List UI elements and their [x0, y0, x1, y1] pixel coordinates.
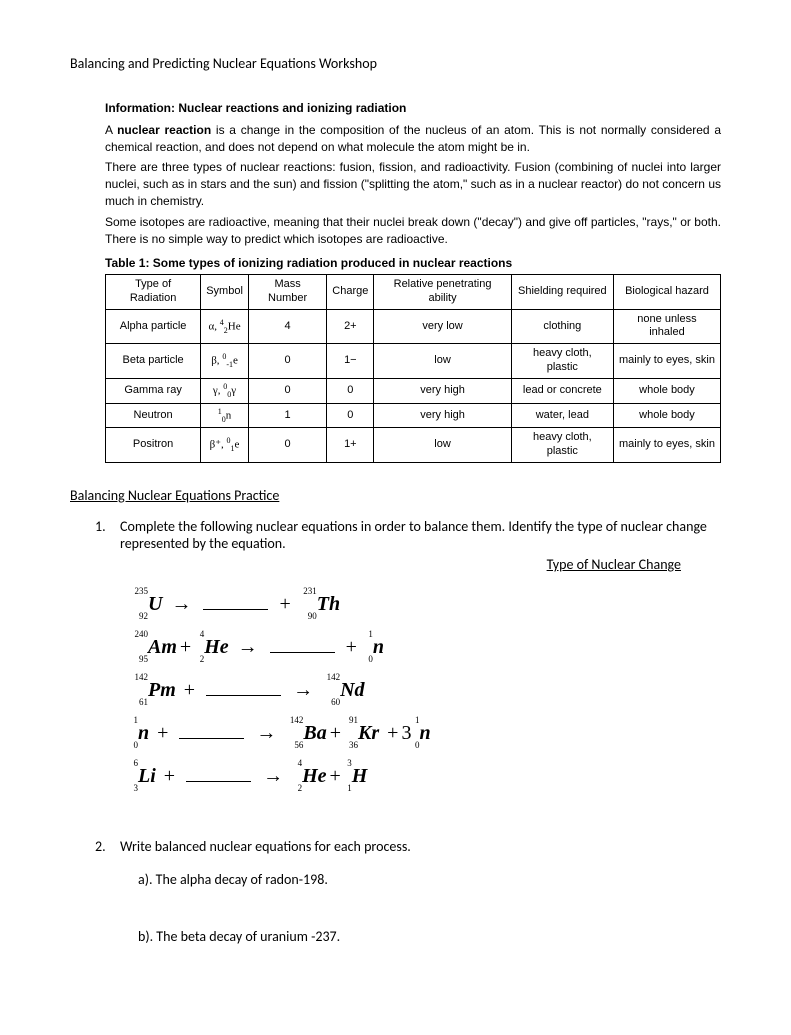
th-pen: Relative penetrating ability [374, 275, 511, 310]
info-p1: A nuclear reaction is a change in the co… [105, 122, 721, 156]
info-heading: Information: Nuclear reactions and ioniz… [105, 100, 721, 117]
q2b: b). The beta decay of uranium -237. [138, 928, 721, 945]
th-bio: Biological hazard [613, 275, 720, 310]
blank[interactable] [179, 738, 244, 739]
blank[interactable] [270, 652, 335, 653]
info-p1a: A [105, 123, 117, 137]
q2-body: Write balanced nuclear equations for eac… [120, 838, 721, 985]
th-mass: Mass Number [248, 275, 326, 310]
question-list: 1. Complete the following nuclear equati… [95, 518, 721, 985]
eq4: 10n + → 14256Ba+9136Kr +310n [130, 722, 721, 745]
table-row: Gamma rayγ, 00γ00very highlead or concre… [106, 378, 721, 403]
table-header-row: Type of Radiation Symbol Mass Number Cha… [106, 275, 721, 310]
blank[interactable] [206, 695, 281, 696]
eq2: 24095Am+42He → + 10n [130, 636, 721, 659]
practice-heading: Balancing Nuclear Equations Practice [70, 487, 721, 504]
q1-body: Complete the following nuclear equations… [120, 518, 721, 808]
eq1: 23592U → + 23190Th [130, 593, 721, 616]
info-section: Information: Nuclear reactions and ioniz… [105, 100, 721, 463]
blank[interactable] [186, 781, 251, 782]
th-type: Type of Radiation [106, 275, 201, 310]
info-p1b: nuclear reaction [117, 123, 211, 137]
table-row: Beta particleβ, 0-1e01−lowheavy cloth, p… [106, 344, 721, 379]
radiation-table: Type of Radiation Symbol Mass Number Cha… [105, 274, 721, 463]
table-row: Alpha particleα, 42He42+very lowclothing… [106, 309, 721, 344]
q2a: a). The alpha decay of radon-198. [138, 871, 721, 888]
page: Balancing and Predicting Nuclear Equatio… [0, 0, 791, 1035]
table-row: Neutron10n10very highwater, leadwhole bo… [106, 403, 721, 428]
info-p2: There are three types of nuclear reactio… [105, 159, 721, 209]
table-row: Positronβ⁺, 01e01+lowheavy cloth, plasti… [106, 428, 721, 463]
info-p3: Some isotopes are radioactive, meaning t… [105, 214, 721, 248]
table-title: Table 1: Some types of ionizing radiatio… [105, 255, 721, 272]
q2-num: 2. [95, 838, 120, 985]
eq5: 63Li + → 42He+31H [130, 765, 721, 788]
q2-row: 2. Write balanced nuclear equations for … [95, 838, 721, 985]
q1-text: Complete the following nuclear equations… [120, 518, 707, 552]
th-charge: Charge [327, 275, 374, 310]
th-symbol: Symbol [201, 275, 249, 310]
type-change-label: Type of Nuclear Change [120, 556, 681, 573]
th-shield: Shielding required [511, 275, 613, 310]
q2-text: Write balanced nuclear equations for eac… [120, 838, 411, 855]
eq3: 14261Pm + → 14260Nd [130, 679, 721, 702]
q1-num: 1. [95, 518, 120, 808]
blank[interactable] [203, 609, 268, 610]
doc-title: Balancing and Predicting Nuclear Equatio… [70, 55, 721, 72]
q1-row: 1. Complete the following nuclear equati… [95, 518, 721, 808]
